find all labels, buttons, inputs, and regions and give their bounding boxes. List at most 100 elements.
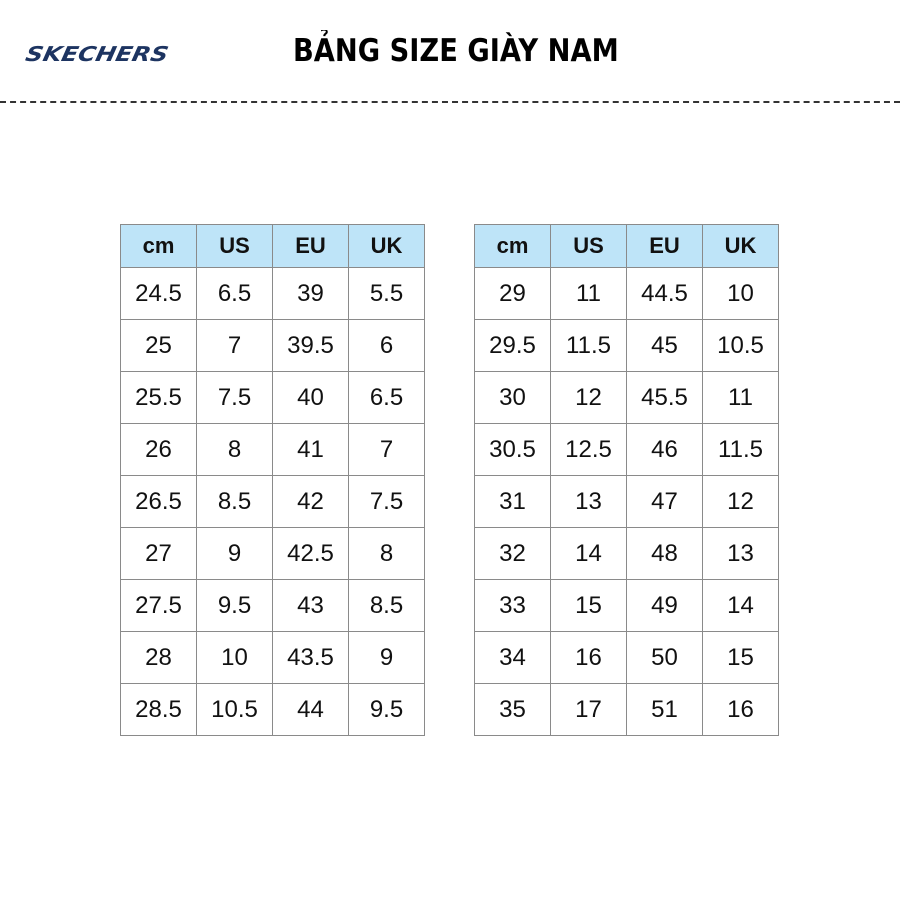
size-cell-us: 9.5 <box>196 579 273 632</box>
column-header-us: US <box>550 224 627 268</box>
size-cell-us: 11 <box>550 267 627 320</box>
column-header-eu: EU <box>272 224 349 268</box>
table-row: 29.5 11.5 45 10.5 <box>474 319 779 372</box>
size-cell-us: 10 <box>196 631 273 684</box>
header-row: cm US EU UK <box>474 224 779 268</box>
size-cell-cm: 35 <box>474 683 551 736</box>
column-header-uk: UK <box>348 224 425 268</box>
size-table-left: cm US EU UK 24.5 6.5 39 5.5 25 7 39.5 6 25.5 7.5 40 6.5… <box>120 224 425 736</box>
table-row: 26.5 8.5 42 7.5 <box>120 475 425 528</box>
size-cell-uk: 12 <box>702 475 779 528</box>
size-cell-uk: 10 <box>702 267 779 320</box>
size-cell-cm: 25.5 <box>120 371 197 424</box>
size-cell-eu: 39.5 <box>272 319 349 372</box>
size-cell-eu: 51 <box>626 683 703 736</box>
size-cell-us: 7 <box>196 319 273 372</box>
size-cell-cm: 27 <box>120 527 197 580</box>
size-cell-cm: 33 <box>474 579 551 632</box>
size-cell-uk: 14 <box>702 579 779 632</box>
size-cell-cm: 27.5 <box>120 579 197 632</box>
size-cell-us: 12 <box>550 371 627 424</box>
size-cell-uk: 15 <box>702 631 779 684</box>
size-cell-cm: 28.5 <box>120 683 197 736</box>
size-cell-uk: 16 <box>702 683 779 736</box>
size-cell-eu: 40 <box>272 371 349 424</box>
size-cell-us: 12.5 <box>550 423 627 476</box>
column-header-cm: cm <box>120 224 197 268</box>
skechers-logo: SKECHERS <box>23 42 171 66</box>
size-cell-us: 6.5 <box>196 267 273 320</box>
size-cell-uk: 7.5 <box>348 475 425 528</box>
size-cell-eu: 42.5 <box>272 527 349 580</box>
size-cell-cm: 31 <box>474 475 551 528</box>
size-cell-uk: 6.5 <box>348 371 425 424</box>
size-cell-eu: 41 <box>272 423 349 476</box>
table-row: 35 17 51 16 <box>474 683 779 736</box>
size-cell-uk: 9.5 <box>348 683 425 736</box>
size-cell-us: 15 <box>550 579 627 632</box>
table-row: 31 13 47 12 <box>474 475 779 528</box>
size-cell-eu: 44 <box>272 683 349 736</box>
size-cell-uk: 11.5 <box>702 423 779 476</box>
size-cell-eu: 44.5 <box>626 267 703 320</box>
table-row: 26 8 41 7 <box>120 423 425 476</box>
size-cell-us: 14 <box>550 527 627 580</box>
size-table-right: cm US EU UK 29 11 44.5 10 29.5 11.5 45 10.5 30 12 45.5… <box>474 224 779 736</box>
size-cell-uk: 13 <box>702 527 779 580</box>
size-cell-us: 9 <box>196 527 273 580</box>
size-cell-uk: 10.5 <box>702 319 779 372</box>
size-cell-cm: 25 <box>120 319 197 372</box>
size-cell-eu: 49 <box>626 579 703 632</box>
table-row: 34 16 50 15 <box>474 631 779 684</box>
table-row: 32 14 48 13 <box>474 527 779 580</box>
size-cell-eu: 43.5 <box>272 631 349 684</box>
size-cell-cm: 26.5 <box>120 475 197 528</box>
table-row: 30 12 45.5 11 <box>474 371 779 424</box>
size-cell-uk: 7 <box>348 423 425 476</box>
size-cell-eu: 46 <box>626 423 703 476</box>
size-cell-cm: 24.5 <box>120 267 197 320</box>
size-cell-uk: 11 <box>702 371 779 424</box>
size-cell-eu: 39 <box>272 267 349 320</box>
size-cell-eu: 48 <box>626 527 703 580</box>
size-cell-eu: 50 <box>626 631 703 684</box>
size-cell-us: 7.5 <box>196 371 273 424</box>
column-header-uk: UK <box>702 224 779 268</box>
table-row: 28.5 10.5 44 9.5 <box>120 683 425 736</box>
size-cell-cm: 28 <box>120 631 197 684</box>
table-row: 30.5 12.5 46 11.5 <box>474 423 779 476</box>
table-row: 25.5 7.5 40 6.5 <box>120 371 425 424</box>
size-cell-us: 8 <box>196 423 273 476</box>
size-cell-cm: 29 <box>474 267 551 320</box>
size-cell-eu: 45 <box>626 319 703 372</box>
size-cell-eu: 43 <box>272 579 349 632</box>
size-cell-uk: 8.5 <box>348 579 425 632</box>
size-cell-eu: 47 <box>626 475 703 528</box>
size-cell-cm: 32 <box>474 527 551 580</box>
table-row: 29 11 44.5 10 <box>474 267 779 320</box>
column-header-eu: EU <box>626 224 703 268</box>
size-cell-eu: 45.5 <box>626 371 703 424</box>
dashed-divider <box>0 101 900 103</box>
size-cell-cm: 26 <box>120 423 197 476</box>
size-cell-uk: 6 <box>348 319 425 372</box>
table-row: 28 10 43.5 9 <box>120 631 425 684</box>
size-cell-us: 11.5 <box>550 319 627 372</box>
size-cell-us: 16 <box>550 631 627 684</box>
header-row: cm US EU UK <box>120 224 425 268</box>
page-title: BẢNG SIZE GIÀY NAM <box>293 33 619 69</box>
size-cell-us: 13 <box>550 475 627 528</box>
table-row: 25 7 39.5 6 <box>120 319 425 372</box>
size-cell-cm: 30 <box>474 371 551 424</box>
size-cell-cm: 34 <box>474 631 551 684</box>
size-cell-us: 10.5 <box>196 683 273 736</box>
column-header-cm: cm <box>474 224 551 268</box>
size-cell-us: 17 <box>550 683 627 736</box>
size-cell-cm: 29.5 <box>474 319 551 372</box>
size-cell-uk: 8 <box>348 527 425 580</box>
size-cell-us: 8.5 <box>196 475 273 528</box>
table-row: 24.5 6.5 39 5.5 <box>120 267 425 320</box>
size-cell-cm: 30.5 <box>474 423 551 476</box>
size-cell-uk: 5.5 <box>348 267 425 320</box>
table-row: 27 9 42.5 8 <box>120 527 425 580</box>
